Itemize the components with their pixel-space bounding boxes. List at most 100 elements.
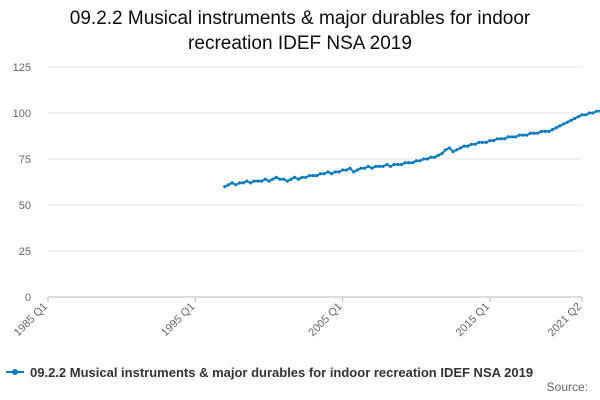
data-point — [289, 177, 293, 181]
data-point — [355, 168, 359, 172]
data-point — [422, 157, 426, 161]
data-point — [414, 159, 418, 163]
data-point — [440, 151, 444, 156]
data-point — [591, 111, 595, 115]
data-point — [396, 162, 400, 167]
data-point — [499, 137, 503, 141]
data-point — [550, 128, 555, 132]
y-tick-label: 125 — [13, 62, 31, 74]
legend-swatch-dot — [12, 369, 18, 375]
data-point — [536, 131, 540, 135]
data-point — [425, 157, 429, 161]
data-point — [539, 129, 544, 133]
data-point — [584, 113, 588, 117]
data-point — [503, 137, 507, 141]
data-point — [411, 161, 415, 165]
data-point — [311, 174, 315, 178]
data-point — [249, 181, 253, 185]
data-point — [458, 146, 463, 150]
data-point — [241, 181, 245, 185]
data-point — [433, 155, 437, 159]
data-point — [514, 135, 518, 139]
data-point — [370, 166, 374, 170]
data-point — [466, 144, 470, 148]
data-point — [455, 148, 459, 152]
data-point — [418, 159, 422, 163]
source-label: Source: — [546, 380, 588, 394]
data-point — [352, 170, 356, 174]
data-point — [462, 144, 466, 148]
data-point — [532, 131, 536, 135]
y-tick-label: 75 — [19, 154, 31, 166]
data-point — [407, 161, 411, 165]
x-tick-label: 1985 Q1 — [12, 301, 50, 339]
chart-title: 09.2.2 Musical instruments & major durab… — [0, 6, 600, 56]
data-point — [554, 126, 558, 130]
data-point — [525, 133, 529, 137]
data-point — [517, 133, 522, 137]
data-point — [477, 140, 481, 144]
data-point — [399, 162, 404, 167]
data-point — [363, 166, 367, 170]
x-tick-label: 2005 Q1 — [306, 301, 344, 339]
data-point — [237, 181, 242, 185]
data-point — [344, 168, 348, 172]
data-point — [543, 129, 547, 133]
chart-title-line-1: 09.2.2 Musical instruments & major durab… — [69, 8, 531, 29]
data-point — [451, 150, 455, 154]
data-point — [263, 177, 267, 181]
data-point — [366, 164, 370, 168]
x-tick-label: 2015 Q1 — [454, 301, 492, 339]
data-point — [492, 139, 496, 143]
data-point — [469, 142, 474, 146]
data-point — [296, 177, 300, 181]
data-point — [330, 172, 334, 176]
data-point — [506, 135, 510, 139]
data-point — [488, 139, 492, 143]
data-point — [359, 166, 363, 170]
data-point — [318, 172, 323, 176]
series-line-0 — [224, 110, 600, 188]
data-point — [569, 118, 573, 122]
data-point — [252, 179, 256, 183]
data-point — [495, 137, 499, 141]
data-point — [377, 164, 381, 168]
data-point — [565, 120, 569, 124]
legend[interactable]: 09.2.2 Musical instruments & major durab… — [6, 362, 533, 382]
x-tick-label: 1995 Q1 — [159, 301, 197, 339]
data-point — [528, 131, 533, 135]
data-point — [558, 124, 562, 128]
y-tick-label: 0 — [25, 292, 31, 304]
data-point — [429, 155, 433, 159]
data-point — [444, 148, 448, 152]
data-point — [510, 135, 514, 139]
data-point — [436, 153, 440, 157]
data-point — [278, 177, 282, 181]
data-point — [234, 183, 238, 187]
data-point — [341, 168, 345, 172]
data-point — [271, 177, 275, 181]
y-tick-label: 25 — [19, 246, 31, 258]
data-point — [223, 185, 227, 189]
y-tick-label: 100 — [13, 108, 31, 120]
data-point — [484, 140, 488, 144]
y-tick-label: 50 — [19, 200, 31, 212]
data-point — [245, 179, 249, 183]
data-point — [337, 170, 341, 174]
data-point — [388, 164, 393, 168]
data-point — [381, 164, 385, 168]
data-point — [547, 129, 551, 133]
data-point — [304, 175, 308, 179]
data-point — [260, 179, 264, 183]
data-point — [562, 122, 566, 126]
data-point — [521, 133, 525, 137]
data-point — [481, 140, 485, 144]
data-point — [403, 161, 407, 165]
data-point — [392, 162, 396, 167]
data-point — [293, 175, 297, 179]
data-point — [374, 164, 378, 168]
data-point — [580, 113, 584, 117]
data-point — [307, 174, 312, 178]
data-point — [300, 175, 304, 179]
legend-swatch — [6, 367, 24, 377]
